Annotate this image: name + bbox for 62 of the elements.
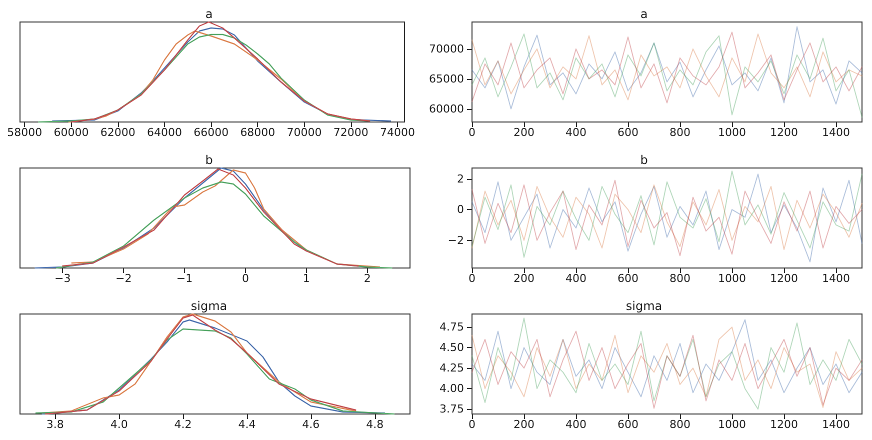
x-tick-label: 74000: [380, 126, 416, 139]
x-tick-label: 1200: [770, 272, 798, 285]
y-tick-label: 4.75: [440, 320, 464, 334]
x-tick-label: 1400: [822, 126, 850, 139]
x-tick-label: 1: [302, 272, 310, 285]
x-tick-label: 1400: [822, 418, 850, 431]
x-tick-label: 200: [514, 126, 534, 139]
x-tick-label: 0: [468, 126, 476, 139]
x-tick-label: 1000: [718, 418, 746, 431]
y-tick-label: 0: [457, 203, 464, 216]
x-tick-label: −1: [176, 272, 193, 285]
x-tick-label: 4.2: [174, 418, 192, 431]
chart-title: sigma: [190, 299, 228, 313]
x-tick-label: 200: [514, 272, 534, 285]
x-tick-label: 0: [468, 418, 476, 431]
y-tick-label: 4.00: [440, 382, 464, 396]
x-tick-label: 60000: [54, 126, 89, 139]
x-tick-label: 58000: [7, 126, 42, 139]
y-tick-label: 4.50: [440, 341, 464, 354]
x-tick-label: 1400: [822, 272, 850, 285]
x-tick-label: 66000: [194, 126, 229, 139]
y-tick-label: 60000: [429, 102, 464, 116]
x-tick-label: 4.4: [238, 418, 256, 431]
x-tick-label: 800: [670, 418, 690, 431]
chart-title: b: [205, 153, 213, 167]
y-tick-label: 65000: [429, 72, 464, 86]
x-tick-label: 3.8: [46, 418, 64, 431]
x-tick-label: 1000: [718, 272, 746, 285]
x-tick-label: 400: [566, 126, 586, 139]
chart-title: sigma: [626, 299, 662, 313]
x-tick-label: 4.8: [366, 418, 384, 431]
x-tick-label: 800: [670, 272, 690, 285]
x-tick-label: 68000: [240, 126, 276, 139]
x-tick-label: 70000: [286, 126, 322, 139]
x-tick-label: 0: [242, 272, 249, 285]
x-tick-label: 600: [618, 126, 638, 139]
x-tick-label: −2: [115, 272, 132, 285]
x-tick-label: 800: [670, 126, 690, 139]
x-tick-label: 4.0: [110, 418, 128, 431]
chart-title: a: [205, 7, 213, 21]
chart-title: b: [640, 153, 648, 167]
chart-title: a: [640, 7, 648, 21]
x-tick-label: 1000: [718, 126, 746, 139]
y-tick-label: −2: [448, 234, 464, 247]
y-tick-label: 3.75: [440, 402, 464, 416]
x-tick-label: 200: [514, 418, 534, 431]
x-tick-label: 400: [566, 418, 586, 431]
y-tick-label: 4.25: [440, 362, 464, 375]
y-tick-label: 70000: [429, 42, 464, 56]
x-tick-label: 72000: [333, 126, 368, 139]
y-tick-label: 2: [457, 172, 464, 186]
x-tick-label: 1200: [770, 418, 798, 431]
x-tick-label: 0: [468, 272, 476, 285]
x-tick-label: −3: [54, 272, 71, 285]
x-tick-label: 2: [364, 272, 371, 285]
x-tick-label: 62000: [100, 126, 136, 139]
x-tick-label: 4.6: [302, 418, 320, 431]
x-tick-label: 1200: [770, 126, 798, 139]
x-tick-label: 64000: [146, 126, 182, 139]
x-tick-label: 600: [618, 272, 638, 285]
x-tick-label: 600: [618, 418, 638, 431]
x-tick-label: 400: [566, 272, 586, 285]
